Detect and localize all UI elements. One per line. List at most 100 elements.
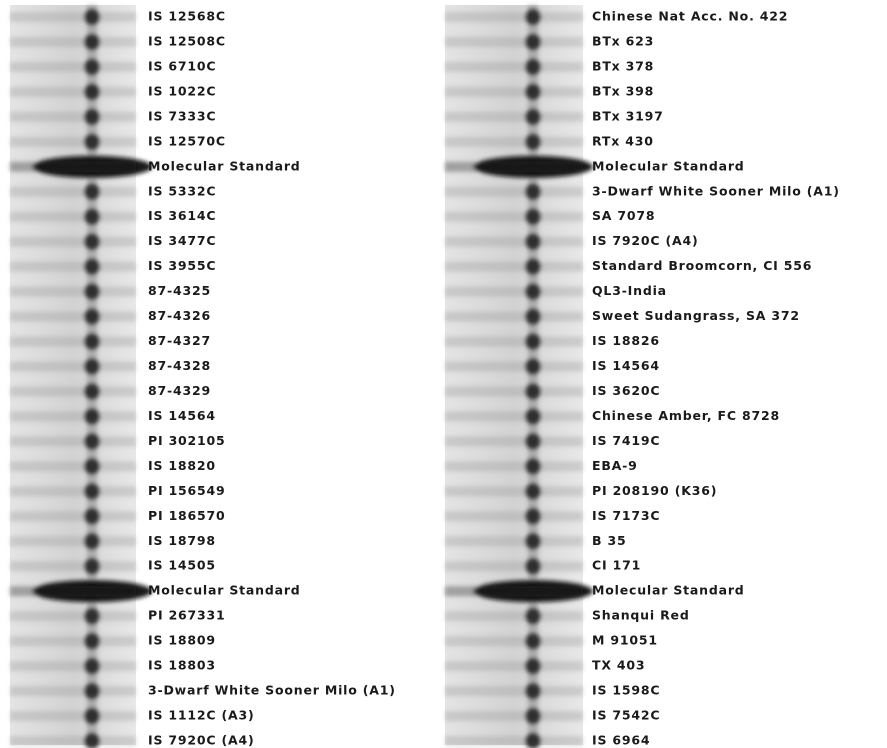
band [525, 309, 541, 325]
lane-smear [10, 12, 136, 22]
lane-smear [10, 561, 136, 571]
lane-label: EBA-9 [592, 458, 638, 473]
band [84, 658, 100, 674]
lane-smear [445, 536, 583, 546]
lane-smear [445, 436, 583, 446]
band [473, 156, 593, 178]
lane-label: PI 156549 [148, 483, 226, 498]
band [525, 533, 541, 549]
lane-label: M 91051 [592, 633, 658, 648]
lane-smear [445, 486, 583, 496]
lane-label: IS 3955C [148, 258, 216, 273]
lane-smear [10, 636, 136, 646]
lane-smear [445, 237, 583, 247]
lane-smear [10, 411, 136, 421]
lane-smear [10, 386, 136, 396]
lane-label: IS 7920C (A4) [148, 733, 255, 748]
lane-label: IS 1598C [592, 683, 660, 698]
band [84, 508, 100, 524]
band [525, 608, 541, 624]
band [525, 683, 541, 699]
lane-smear [10, 137, 136, 147]
band [84, 683, 100, 699]
band [84, 134, 100, 150]
lane-label: IS 18803 [148, 658, 216, 673]
band [525, 708, 541, 724]
lane-label: CI 171 [592, 558, 641, 573]
band [525, 284, 541, 300]
band [525, 34, 541, 50]
lane-label: IS 14564 [592, 358, 660, 373]
band [84, 184, 100, 200]
band [525, 458, 541, 474]
lane-label: IS 6964 [592, 733, 650, 748]
lane-label: 87-4328 [148, 358, 211, 373]
band [84, 259, 100, 275]
band [525, 508, 541, 524]
band [525, 259, 541, 275]
lane-smear [10, 711, 136, 721]
lane-label: IS 14564 [148, 408, 216, 423]
lane-smear [445, 362, 583, 372]
lane-smear [445, 636, 583, 646]
lane-smear [445, 611, 583, 621]
lane-smear [445, 661, 583, 671]
lane-label: TX 403 [592, 658, 645, 673]
lane-label: Molecular Standard [148, 583, 301, 598]
lane-label: BTx 398 [592, 83, 654, 98]
lane-label: IS 12508C [148, 33, 226, 48]
lane-label: B 35 [592, 533, 626, 548]
lane-label: PI 208190 (K36) [592, 483, 717, 498]
band [525, 134, 541, 150]
band [525, 184, 541, 200]
lane-label: 87-4329 [148, 383, 211, 398]
lane-label: IS 18798 [148, 533, 216, 548]
band [84, 284, 100, 300]
lane-smear [10, 511, 136, 521]
band [525, 433, 541, 449]
band [84, 708, 100, 724]
lane-smear [10, 611, 136, 621]
lane-smear [10, 212, 136, 222]
lane-label: BTx 3197 [592, 108, 664, 123]
lane-smear [10, 237, 136, 247]
band [32, 580, 152, 602]
lane-smear [445, 386, 583, 396]
lane-label: BTx 623 [592, 33, 654, 48]
lane-smear [445, 87, 583, 97]
lane-smear [10, 362, 136, 372]
lane-label: Standard Broomcorn, CI 556 [592, 258, 812, 273]
lane-smear [445, 461, 583, 471]
band [525, 209, 541, 225]
band [84, 209, 100, 225]
lane-smear [10, 686, 136, 696]
lane-label: IS 6710C [148, 58, 216, 73]
lane-smear [10, 187, 136, 197]
band [473, 580, 593, 602]
lane-smear [10, 436, 136, 446]
band [525, 633, 541, 649]
lane-label: RTx 430 [592, 133, 654, 148]
band [84, 633, 100, 649]
lane-smear [445, 312, 583, 322]
lane-label: Molecular Standard [592, 583, 745, 598]
band [84, 309, 100, 325]
lane-label: Molecular Standard [148, 158, 301, 173]
lane-label: PI 302105 [148, 433, 226, 448]
band [84, 234, 100, 250]
lane-label: IS 18809 [148, 633, 216, 648]
lane-label: 87-4327 [148, 333, 211, 348]
lane-label: IS 1022C [148, 83, 216, 98]
band [525, 9, 541, 25]
lane-smear [10, 661, 136, 671]
lane-label: Chinese Nat Acc. No. 422 [592, 9, 788, 24]
lane-label: IS 1112C (A3) [148, 708, 255, 723]
lane-smear [10, 461, 136, 471]
lane-label: IS 3620C [592, 383, 660, 398]
band [84, 433, 100, 449]
lane-label: IS 12570C [148, 133, 226, 148]
lane-label: 3-Dwarf White Sooner Milo (A1) [592, 183, 840, 198]
lane-smear [10, 312, 136, 322]
lane-smear [445, 112, 583, 122]
lane-label: IS 12568C [148, 9, 226, 24]
